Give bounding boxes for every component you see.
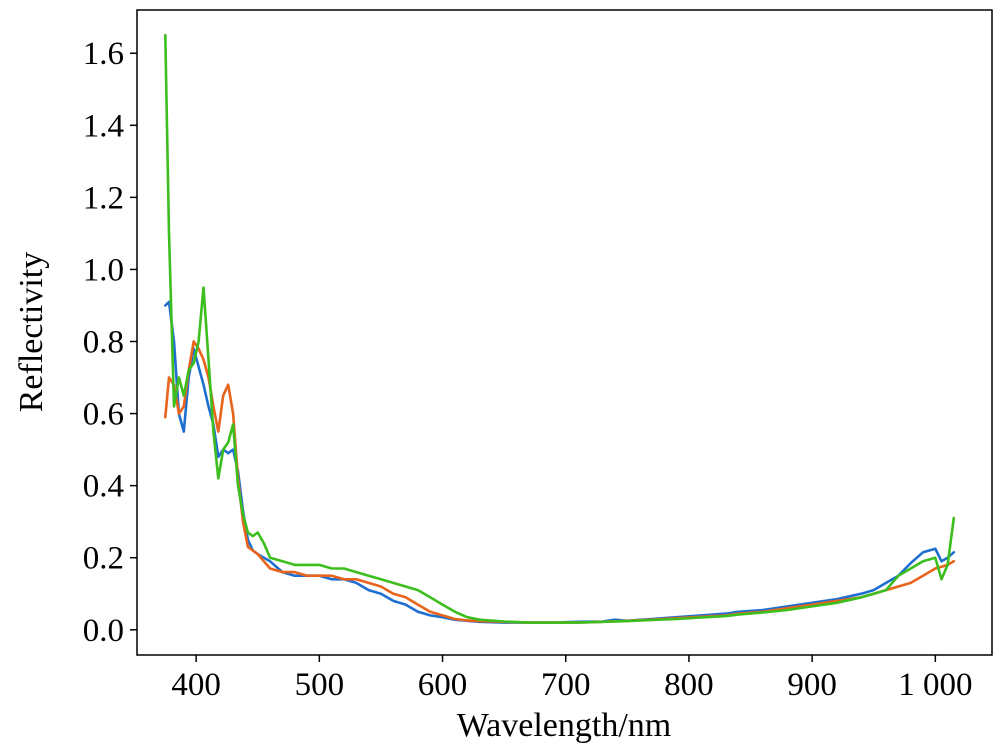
y-tick-label: 1.4 bbox=[83, 108, 124, 144]
x-tick-label: 600 bbox=[418, 667, 468, 703]
y-tick-label: 0.0 bbox=[83, 613, 124, 649]
series-line-3 bbox=[164, 33, 956, 624]
x-axis: 400 500 600 700 800 900 1 000 bbox=[171, 655, 972, 703]
y-tick-label: 0.2 bbox=[83, 541, 124, 577]
x-tick-label: 800 bbox=[664, 667, 714, 703]
x-tick-label: 1 000 bbox=[898, 667, 972, 703]
y-tick-label: 1.2 bbox=[83, 180, 124, 216]
y-tick-label: 1.0 bbox=[83, 252, 124, 288]
x-tick-label: 900 bbox=[787, 667, 837, 703]
series-lines bbox=[164, 33, 956, 624]
x-axis-title: Wavelength/nm bbox=[457, 707, 671, 744]
series-line-2 bbox=[164, 340, 956, 624]
series-line-1 bbox=[164, 300, 956, 624]
y-tick-label: 1.6 bbox=[83, 36, 124, 72]
y-axis-title: Reflectivity bbox=[13, 252, 50, 413]
x-tick-label: 400 bbox=[171, 667, 221, 703]
x-tick-label: 700 bbox=[541, 667, 591, 703]
plot-frame bbox=[136, 9, 993, 656]
y-axis: 0.0 0.2 0.4 0.6 0.8 1.0 1.2 1.4 1.6 bbox=[83, 36, 137, 649]
x-tick-label: 500 bbox=[295, 667, 345, 703]
y-tick-label: 0.4 bbox=[83, 469, 124, 505]
y-tick-label: 0.6 bbox=[83, 397, 124, 433]
y-tick-label: 0.8 bbox=[83, 325, 124, 361]
